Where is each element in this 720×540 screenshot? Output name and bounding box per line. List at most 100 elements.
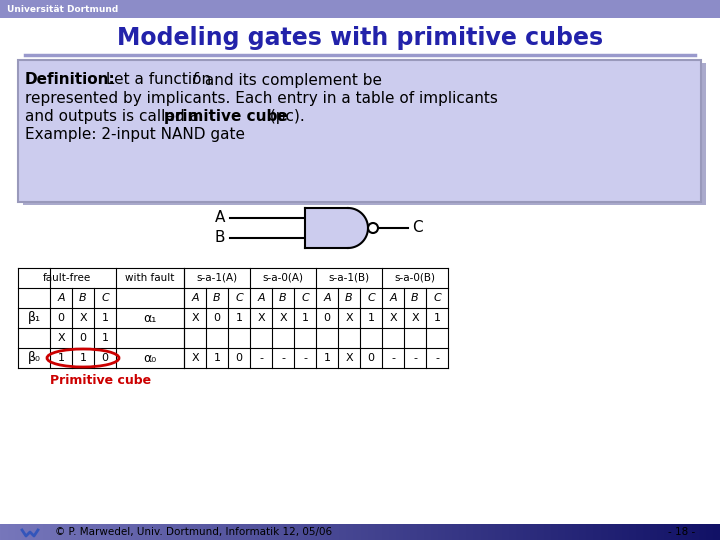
- Bar: [55, 524, 56, 540]
- Bar: [51, 524, 52, 540]
- Bar: [353, 524, 354, 540]
- Bar: [155, 524, 156, 540]
- Bar: [492, 524, 493, 540]
- Bar: [236, 524, 237, 540]
- Bar: [17, 524, 18, 540]
- Text: X: X: [411, 313, 419, 323]
- Text: C: C: [235, 293, 243, 303]
- Bar: [575, 524, 576, 540]
- Bar: [58, 524, 59, 540]
- Bar: [347, 524, 348, 540]
- Bar: [490, 524, 491, 540]
- Bar: [576, 524, 577, 540]
- Bar: [677, 524, 678, 540]
- Bar: [605, 524, 606, 540]
- Bar: [647, 524, 648, 540]
- Bar: [199, 524, 200, 540]
- Bar: [565, 524, 566, 540]
- Bar: [158, 524, 159, 540]
- Bar: [218, 524, 219, 540]
- Bar: [372, 524, 373, 540]
- Bar: [346, 524, 347, 540]
- Bar: [110, 524, 111, 540]
- Bar: [577, 524, 578, 540]
- Bar: [175, 524, 176, 540]
- Bar: [318, 524, 319, 540]
- Text: 0: 0: [58, 313, 65, 323]
- Bar: [673, 524, 674, 540]
- Bar: [32, 524, 33, 540]
- Bar: [247, 524, 248, 540]
- Bar: [124, 524, 125, 540]
- Bar: [182, 524, 183, 540]
- Bar: [80, 524, 81, 540]
- Bar: [645, 524, 646, 540]
- Bar: [710, 524, 711, 540]
- Bar: [203, 524, 204, 540]
- Text: 0: 0: [323, 313, 330, 323]
- Text: 1: 1: [433, 313, 441, 323]
- Bar: [26, 524, 27, 540]
- Circle shape: [368, 223, 378, 233]
- Bar: [295, 524, 296, 540]
- Bar: [469, 524, 470, 540]
- Bar: [531, 524, 532, 540]
- Bar: [438, 524, 439, 540]
- Bar: [14, 524, 15, 540]
- Bar: [664, 524, 665, 540]
- Text: Definition:: Definition:: [25, 72, 116, 87]
- Bar: [585, 524, 586, 540]
- Bar: [491, 524, 492, 540]
- Text: X: X: [192, 313, 199, 323]
- Bar: [5, 524, 6, 540]
- Bar: [211, 524, 212, 540]
- Bar: [333, 524, 334, 540]
- Bar: [162, 524, 163, 540]
- Bar: [180, 524, 181, 540]
- Bar: [90, 524, 91, 540]
- Bar: [458, 524, 459, 540]
- Text: B: B: [215, 231, 225, 246]
- Text: A: A: [390, 293, 397, 303]
- Text: A: A: [215, 211, 225, 226]
- Bar: [705, 524, 706, 540]
- Bar: [329, 524, 330, 540]
- Bar: [562, 524, 563, 540]
- Bar: [590, 524, 591, 540]
- Bar: [632, 524, 633, 540]
- Bar: [99, 524, 100, 540]
- Bar: [371, 524, 372, 540]
- Bar: [171, 524, 172, 540]
- Bar: [430, 524, 431, 540]
- Bar: [4, 524, 5, 540]
- Bar: [73, 524, 74, 540]
- Bar: [312, 524, 313, 540]
- Bar: [717, 524, 718, 540]
- Bar: [241, 524, 242, 540]
- Bar: [119, 524, 120, 540]
- Bar: [11, 524, 12, 540]
- Bar: [637, 524, 638, 540]
- Bar: [259, 524, 260, 540]
- Text: represented by implicants. Each entry in a table of implicants: represented by implicants. Each entry in…: [25, 91, 498, 105]
- Bar: [517, 524, 518, 540]
- Bar: [701, 524, 702, 540]
- Bar: [525, 524, 526, 540]
- Bar: [418, 524, 419, 540]
- Bar: [508, 524, 509, 540]
- Bar: [656, 524, 657, 540]
- Bar: [351, 524, 352, 540]
- Bar: [120, 524, 121, 540]
- Bar: [172, 524, 173, 540]
- Bar: [336, 524, 337, 540]
- Bar: [414, 524, 415, 540]
- Bar: [440, 524, 441, 540]
- Bar: [364, 524, 365, 540]
- Text: β₀: β₀: [27, 352, 40, 365]
- Bar: [210, 524, 211, 540]
- Bar: [19, 524, 20, 540]
- Bar: [10, 524, 11, 540]
- Bar: [138, 524, 139, 540]
- Text: and its complement be: and its complement be: [200, 72, 382, 87]
- Bar: [128, 524, 129, 540]
